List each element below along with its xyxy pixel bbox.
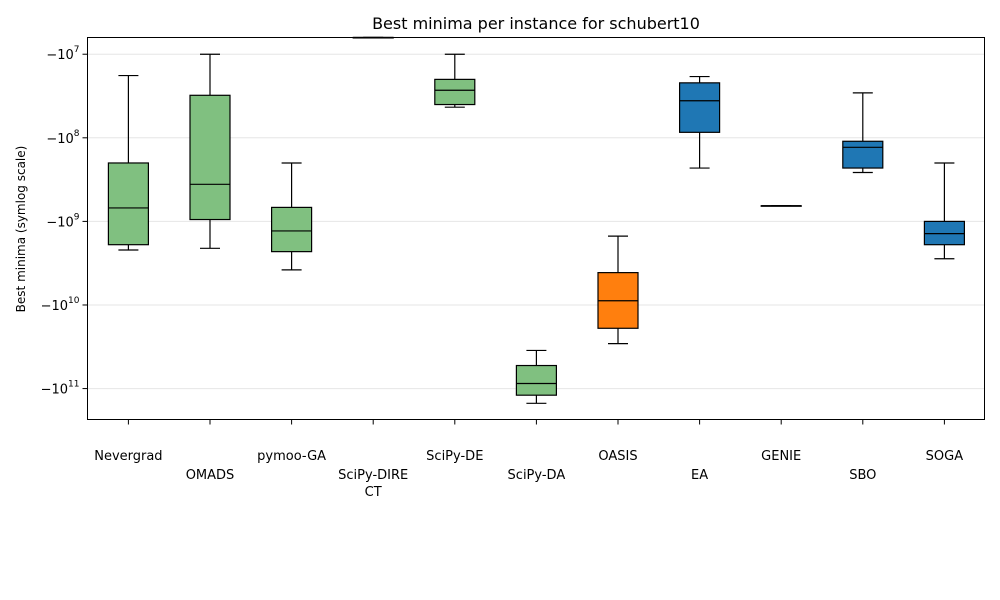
y-tick-label: −1010 xyxy=(41,296,80,314)
x-tick-label: Nevergrad xyxy=(94,449,162,464)
x-tick-layer: Nevergrad OMADS pymoo-GA SciPy-DIRE CT SciPy-… xyxy=(94,419,964,500)
y-tick-label: −108 xyxy=(46,129,79,147)
box-ea xyxy=(678,75,721,169)
iqr-box xyxy=(434,78,476,106)
box-sbo xyxy=(842,92,884,174)
x-tick-label: SciPy-DA xyxy=(508,468,566,483)
iqr-box xyxy=(189,94,231,221)
box-layer xyxy=(107,36,966,404)
iqr-box xyxy=(271,206,313,253)
x-tick-label: OMADS xyxy=(186,468,235,483)
iqr-box xyxy=(515,364,558,396)
box-pymoo-ga xyxy=(271,162,313,271)
iqr-box xyxy=(107,162,150,246)
y-tick-label: −107 xyxy=(46,45,79,63)
x-tick-label: EA xyxy=(691,468,708,483)
box-scipy-de xyxy=(434,53,476,108)
y-axis-label: Best minima (symlog scale) xyxy=(14,146,28,313)
box-scipy-da xyxy=(515,349,558,404)
y-tick-layer: −107 −108 −109 −1010 −1011 xyxy=(41,45,88,398)
x-tick-label: OASIS xyxy=(598,449,637,464)
x-tick-label: GENIE xyxy=(761,449,801,464)
x-tick-label: CT xyxy=(365,485,382,500)
x-tick-label: SOGA xyxy=(926,449,964,464)
chart-title: Best minima per instance for schubert10 xyxy=(372,14,700,33)
y-tick-label: −109 xyxy=(46,212,79,230)
box-omads xyxy=(189,53,231,249)
x-tick-label: pymoo-GA xyxy=(257,449,326,464)
box-oasis xyxy=(597,235,639,345)
y-tick-label: −1011 xyxy=(41,380,80,398)
box-genie xyxy=(760,205,802,207)
x-tick-label: SciPy-DIRE xyxy=(338,468,408,483)
x-tick-label: SciPy-DE xyxy=(426,449,483,464)
iqr-box xyxy=(842,140,884,169)
iqr-box xyxy=(678,82,721,133)
box-soga xyxy=(923,162,966,260)
box-nevergrad xyxy=(107,74,150,251)
x-tick-label: SBO xyxy=(849,468,876,483)
